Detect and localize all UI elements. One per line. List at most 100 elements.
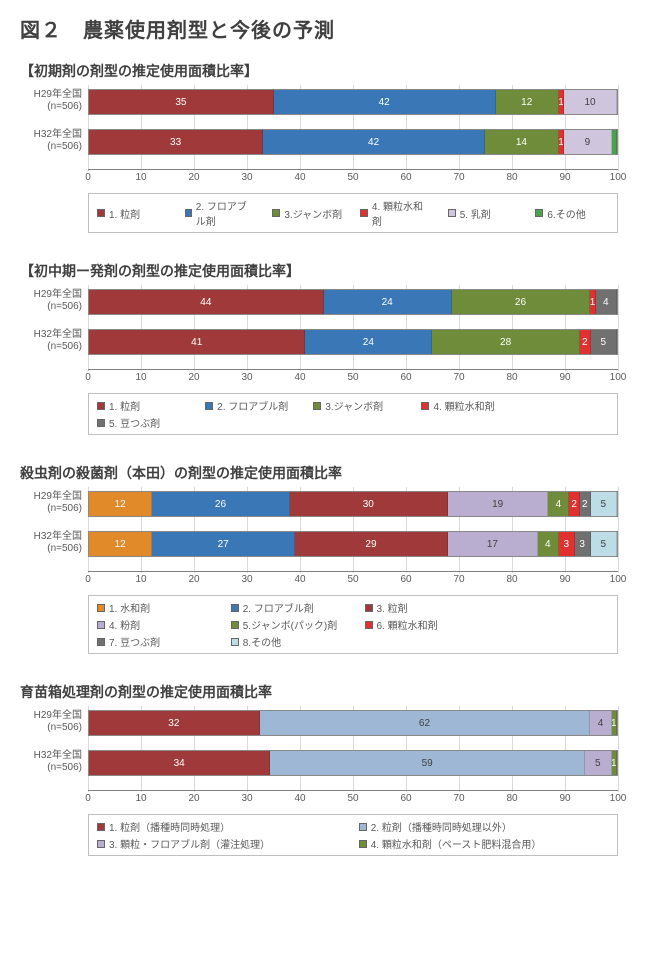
bar-row: H32年全国(n=506)345951	[88, 750, 618, 776]
plot-area: H29年全国(n=506)44242614H32年全国(n=506)412428…	[88, 289, 618, 387]
row-label: H29年全国(n=506)	[20, 289, 82, 313]
bar-segment: 10	[564, 90, 617, 114]
bar-row: H32年全国(n=506)41242825	[88, 329, 618, 355]
legend-item: 1. 水和剤	[97, 600, 215, 615]
bar-segment: 34	[89, 751, 270, 775]
legend-item: 2. フロアブル剤	[231, 600, 349, 615]
legend-label: 4. 顆粒水和剤（ペースト肥料混合用）	[371, 836, 542, 851]
legend-item: 2. フロアブル剤	[205, 398, 297, 413]
legend-item: 1. 粒剤	[97, 198, 169, 228]
bar-segment: 24	[324, 290, 452, 314]
legend-swatch	[185, 209, 192, 217]
axis-tick: 60	[400, 793, 411, 804]
legend-swatch	[448, 209, 456, 217]
legend-label: 5.ジャンボ(パック)剤	[243, 617, 338, 632]
bar-segment: 24	[305, 330, 432, 354]
legend: 1. 粒剤2. フロアブル剤3.ジャンボ剤4. 顆粒水和剤5. 乳剤6.その他	[88, 193, 618, 233]
bar-segment	[612, 130, 617, 154]
row-label: H29年全国(n=506)	[20, 89, 82, 113]
axis-tick: 80	[506, 793, 517, 804]
axis-tick: 10	[135, 793, 146, 804]
axis-tick: 20	[188, 172, 199, 183]
axis-tick: 40	[294, 574, 305, 585]
axis-tick: 80	[506, 372, 517, 383]
bar-segment: 12	[496, 90, 559, 114]
bar-segment: 5	[591, 492, 617, 516]
legend: 1. 水和剤2. フロアブル剤3. 粒剤4. 粉剤5.ジャンボ(パック)剤6. …	[88, 595, 618, 654]
stacked-bar: 33421419	[88, 129, 618, 155]
bar-segment: 62	[260, 711, 591, 735]
legend-item: 8.その他	[231, 634, 349, 649]
axis-tick: 20	[188, 574, 199, 585]
axis-tick: 60	[400, 172, 411, 183]
legend-item: 5.ジャンボ(パック)剤	[231, 617, 349, 632]
bar-row: H32年全国(n=506)122729174335	[88, 531, 618, 557]
legend-item: 4. 顆粒水和剤	[360, 198, 432, 228]
legend-item: 2. 粒剤（播種時同時処理以外）	[359, 819, 605, 834]
bar-segment: 29	[295, 532, 448, 556]
bar-segment: 44	[89, 290, 324, 314]
legend-swatch	[97, 402, 105, 410]
axis-tick: 0	[85, 793, 91, 804]
stacked-bar: 326241	[88, 710, 618, 736]
bar-segment: 9	[564, 130, 612, 154]
bar-row: H29年全国(n=506)122630194225	[88, 491, 618, 517]
legend-item: 5. 豆つぶ剤	[97, 415, 189, 430]
legend-label: 1. 粒剤	[109, 398, 140, 413]
legend-swatch	[97, 840, 105, 848]
stacked-bar: 122729174335	[88, 531, 618, 557]
bar-row: H29年全国(n=506)354212110	[88, 89, 618, 115]
bar-segment: 4	[590, 711, 611, 735]
legend-swatch	[97, 621, 105, 629]
axis-tick: 90	[559, 574, 570, 585]
axis-tick: 30	[241, 372, 252, 383]
legend-swatch	[231, 604, 239, 612]
legend: 1. 粒剤 2. フロアブル剤 3.ジャンボ剤 4. 顆粒水和剤 5. 豆つぶ剤	[88, 393, 618, 435]
bar-segment: 42	[263, 130, 485, 154]
legend-item: 6.その他	[535, 198, 607, 228]
legend-item: 1. 粒剤	[97, 398, 189, 413]
legend-swatch	[97, 604, 105, 612]
legend-swatch	[360, 209, 368, 217]
bar-segment: 28	[432, 330, 580, 354]
legend-swatch	[535, 209, 543, 217]
legend-item: 3.ジャンボ剤	[272, 198, 344, 228]
axis-tick: 10	[135, 172, 146, 183]
legend-label: 3. 粒剤	[377, 600, 408, 615]
x-axis: 0102030405060708090100	[88, 369, 618, 387]
legend-label: 6. 顆粒水和剤	[377, 617, 438, 632]
axis-tick: 100	[610, 793, 627, 804]
bar-segment: 41	[89, 330, 305, 354]
bar-segment: 5	[591, 532, 617, 556]
legend-item: 1. 粒剤（播種時同時処理）	[97, 819, 343, 834]
row-label: H32年全国(n=506)	[20, 750, 82, 774]
axis-tick: 50	[347, 172, 358, 183]
legend-label: 6.その他	[547, 206, 585, 221]
axis-tick: 80	[506, 172, 517, 183]
bar-segment: 4	[548, 492, 569, 516]
axis-tick: 90	[559, 172, 570, 183]
bar-segment: 59	[270, 751, 585, 775]
bar-segment: 12	[89, 532, 152, 556]
legend-swatch	[231, 621, 239, 629]
plot-area: H29年全国(n=506)326241H32年全国(n=506)34595101…	[88, 710, 618, 808]
stacked-bar: 44242614	[88, 289, 618, 315]
bar-row: H32年全国(n=506)33421419	[88, 129, 618, 155]
axis-tick: 90	[559, 372, 570, 383]
stacked-bar: 41242825	[88, 329, 618, 355]
axis-tick: 40	[294, 372, 305, 383]
stacked-bar: 345951	[88, 750, 618, 776]
axis-tick: 0	[85, 372, 91, 383]
axis-tick: 10	[135, 574, 146, 585]
bar-segment: 2	[580, 492, 591, 516]
axis-tick: 30	[241, 793, 252, 804]
bar-segment: 42	[274, 90, 496, 114]
bar-segment: 4	[596, 290, 617, 314]
legend-label: 4. 顆粒水和剤	[433, 398, 494, 413]
axis-tick: 100	[610, 172, 627, 183]
bar-segment: 3	[559, 532, 575, 556]
bar-segment: 17	[448, 532, 538, 556]
axis-tick: 20	[188, 793, 199, 804]
legend-label: 3.ジャンボ剤	[325, 398, 383, 413]
row-label: H29年全国(n=506)	[20, 710, 82, 734]
